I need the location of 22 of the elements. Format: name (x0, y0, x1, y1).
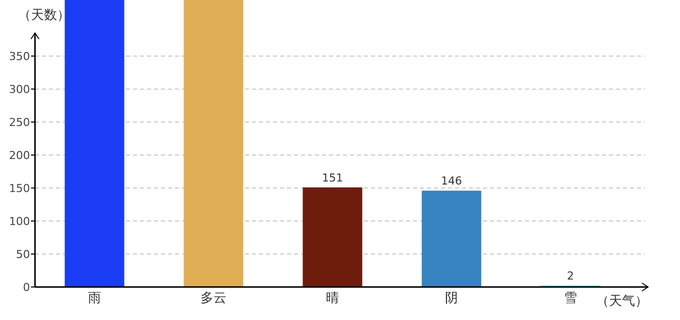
y-tick-label: 150 (9, 182, 30, 196)
data-label: 146 (441, 174, 462, 188)
y-tick-label: 0 (23, 281, 30, 294)
x-tick-label: 雪 (564, 291, 577, 306)
y-tick-label: 350 (9, 50, 30, 64)
y-axis-title: （天数） (18, 8, 70, 23)
data-label: 151 (322, 171, 343, 184)
bar (302, 187, 362, 287)
y-tick-label: 100 (9, 215, 30, 228)
x-axis-title: （天气） (596, 294, 648, 309)
bar (422, 190, 482, 287)
y-tick-label: 250 (9, 116, 30, 130)
y-tick-label: 50 (16, 248, 30, 262)
y-tick-label: 200 (9, 149, 30, 162)
x-tick-label: 晴 (326, 291, 339, 306)
data-label: 2 (567, 270, 574, 283)
x-tick-label: 阴 (445, 291, 458, 306)
x-tick-label: 多云 (200, 291, 226, 306)
x-tick-label: 雨 (88, 291, 101, 306)
bar (64, 0, 124, 287)
y-tick-label: 300 (9, 83, 30, 96)
bar (184, 0, 244, 287)
